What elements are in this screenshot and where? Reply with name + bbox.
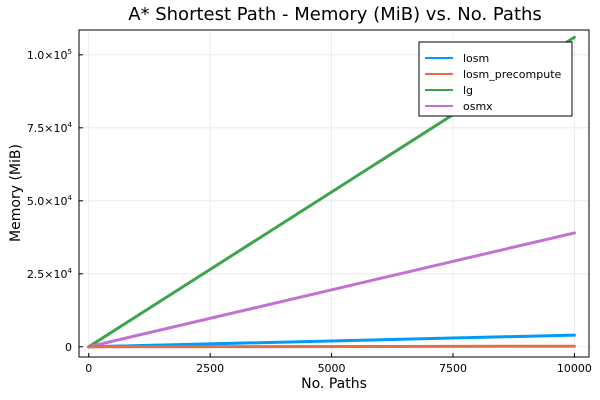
legend-label-lg: lg xyxy=(463,84,473,97)
x-tick-label: 5000 xyxy=(318,362,346,375)
legend-label-losm-precompute: losm_precompute xyxy=(463,68,562,81)
y-tick-label: 7.5×104 xyxy=(27,121,73,135)
x-tick-label: 2500 xyxy=(196,362,224,375)
x-ticks: 0 2500 5000 7500 10000 xyxy=(85,353,592,375)
x-tick-label: 0 xyxy=(85,362,92,375)
y-ticks: 0 2.5×104 5.0×104 7.5×104 1.0×105 xyxy=(27,48,83,354)
y-tick-label: 5.0×104 xyxy=(27,194,73,208)
legend-label-losm: losm xyxy=(463,52,489,65)
legend-label-osmx: osmx xyxy=(463,100,493,113)
legend-box xyxy=(418,41,573,117)
plot-area xyxy=(78,29,590,358)
series-line-losm-precompute xyxy=(87,344,576,349)
y-axis-label: Memory (MiB) xyxy=(8,144,24,242)
chart-title: A* Shortest Path - Memory (MiB) vs. No. … xyxy=(128,4,542,25)
x-tick-label: 7500 xyxy=(439,362,467,375)
y-tick-label: 1.0×105 xyxy=(27,48,72,62)
series-line-losm xyxy=(87,333,576,349)
series-lines xyxy=(87,35,576,349)
x-tick-label: 10000 xyxy=(557,362,592,375)
y-tick-label: 0 xyxy=(65,341,72,354)
series-line-osmx xyxy=(87,231,576,349)
x-axis-label: No. Paths xyxy=(301,376,367,392)
y-tick-label: 2.5×104 xyxy=(27,267,73,281)
